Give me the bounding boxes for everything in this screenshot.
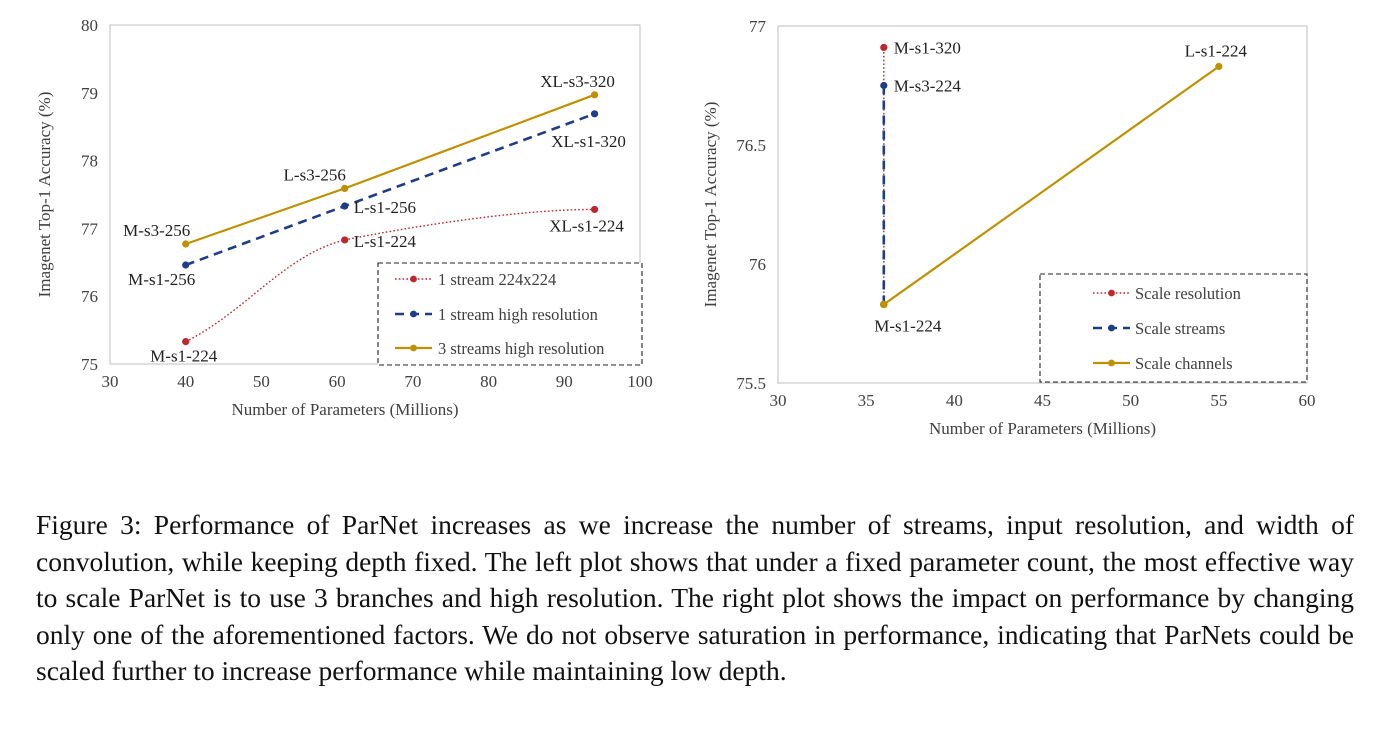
point-label: XL-s1-224 xyxy=(549,216,624,235)
x-tick-label: 80 xyxy=(480,372,497,391)
x-tick-label: 60 xyxy=(1299,391,1316,410)
point-label: L-s3-256 xyxy=(284,165,346,184)
y-tick-label: 79 xyxy=(81,84,98,103)
data-point xyxy=(182,240,190,248)
y-tick-label: 75 xyxy=(81,355,98,374)
right-chart: 30 35 40 45 50 55 60 75.5 76 76.5 77 Number of Para… xyxy=(701,17,1316,438)
y-tick-label: 76 xyxy=(81,287,98,306)
legend-label: 1 stream high resolution xyxy=(438,305,598,324)
y-axis-title: Imagenet Top-1 Accuracy (%) xyxy=(701,102,720,308)
legend-marker xyxy=(1108,359,1115,367)
data-point xyxy=(590,91,599,99)
x-tick-label: 60 xyxy=(329,372,346,391)
legend-label: Scale channels xyxy=(1135,354,1233,373)
x-tick-label: 30 xyxy=(102,372,119,391)
legend-marker xyxy=(1108,289,1115,297)
y-tick-label: 77 xyxy=(81,219,99,238)
figure-caption: Figure 3: Performance of ParNet increase… xyxy=(36,509,1354,686)
x-tick-label: 30 xyxy=(770,391,787,410)
point-label: M-s1-224 xyxy=(874,316,942,335)
y-tick-label: 76.5 xyxy=(736,136,766,155)
data-point xyxy=(182,338,190,346)
point-label: M-s1-224 xyxy=(150,347,218,366)
legend-marker xyxy=(1108,324,1115,332)
legend-marker xyxy=(410,344,417,352)
y-axis-title: Imagenet Top-1 Accuracy (%) xyxy=(35,92,54,298)
series-line-3 xyxy=(883,65,1220,306)
data-point xyxy=(341,184,349,192)
legend-label: Scale resolution xyxy=(1135,284,1241,303)
point-label: L-s1-224 xyxy=(1185,41,1248,60)
data-point xyxy=(341,202,349,210)
legend-label: 1 stream 224x224 xyxy=(438,270,556,289)
point-label: M-s1-320 xyxy=(894,38,961,57)
data-point xyxy=(880,81,888,90)
legend-label: 3 streams high resolution xyxy=(438,339,604,358)
point-label: M-s3-256 xyxy=(123,221,190,240)
x-axis-title: Number of Parameters (Millions) xyxy=(929,419,1156,438)
data-point xyxy=(1215,62,1223,71)
x-tick-label: 40 xyxy=(946,391,963,410)
plot-area xyxy=(777,25,1308,384)
y-tick-label: 80 xyxy=(81,16,98,35)
point-label: L-s1-256 xyxy=(354,198,416,217)
x-tick-label: 55 xyxy=(1210,391,1227,410)
series-line-3 xyxy=(185,93,595,246)
data-point xyxy=(590,205,599,214)
legend-label: Scale streams xyxy=(1135,319,1225,338)
x-tick-label: 100 xyxy=(627,372,653,391)
x-tick-label: 40 xyxy=(177,372,194,391)
y-tick-label: 78 xyxy=(81,152,98,171)
x-tick-label: 70 xyxy=(404,372,421,391)
point-label: M-s3-224 xyxy=(894,77,962,96)
x-tick-label: 90 xyxy=(556,372,573,391)
y-tick-label: 76 xyxy=(749,255,766,274)
data-point xyxy=(880,300,888,309)
y-tick-label: 75.5 xyxy=(736,374,766,393)
y-tick-label: 77 xyxy=(749,17,767,36)
point-label: XL-s3-320 xyxy=(540,72,615,91)
x-tick-label: 50 xyxy=(253,372,270,391)
point-label: L-s1-224 xyxy=(354,232,417,251)
legend-box xyxy=(1039,273,1308,383)
data-point xyxy=(880,43,888,52)
left-chart: 30 40 50 60 70 80 90 100 75 76 77 78 79 80 Number of P… xyxy=(35,16,653,419)
x-axis-title: Number of Parameters (Millions) xyxy=(231,400,458,419)
data-point xyxy=(341,236,349,244)
x-tick-label: 50 xyxy=(1122,391,1139,410)
point-label: XL-s1-320 xyxy=(551,132,626,151)
legend-marker xyxy=(410,275,417,283)
x-tick-label: 35 xyxy=(858,391,875,410)
data-point xyxy=(590,110,599,118)
x-tick-label: 45 xyxy=(1034,391,1051,410)
plot-area xyxy=(109,24,641,365)
point-label: M-s1-256 xyxy=(128,270,195,289)
legend-marker xyxy=(410,310,417,318)
data-point xyxy=(182,261,190,269)
